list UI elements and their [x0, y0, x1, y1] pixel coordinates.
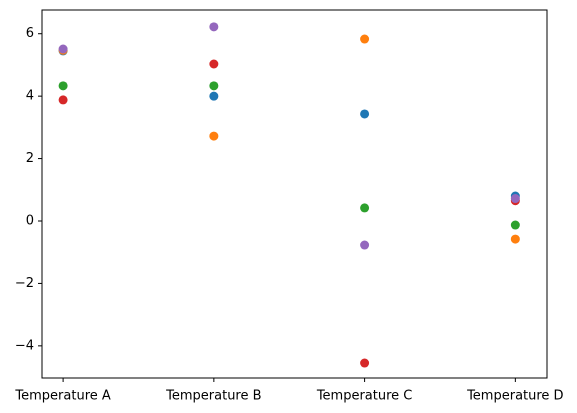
point	[360, 34, 370, 44]
point	[58, 44, 68, 54]
y-tick-label: 6	[26, 26, 34, 41]
point	[510, 234, 520, 244]
point	[360, 358, 370, 368]
y-tick-label: −4	[15, 338, 34, 353]
x-tick-label: Temperature B	[165, 389, 261, 404]
point	[360, 203, 370, 213]
point	[360, 109, 370, 119]
point	[209, 59, 219, 69]
point	[360, 240, 370, 250]
point	[209, 22, 219, 32]
y-tick-label: 4	[26, 89, 34, 104]
x-tick-label: Temperature C	[316, 389, 413, 404]
point	[209, 91, 219, 101]
x-tick-label: Temperature A	[14, 389, 110, 404]
point	[209, 81, 219, 91]
y-tick-label: −2	[15, 276, 34, 291]
x-tick-label: Temperature D	[466, 389, 564, 404]
y-tick-label: 0	[26, 213, 34, 228]
point	[510, 220, 520, 230]
y-tick-label: 2	[26, 151, 34, 166]
point	[209, 131, 219, 141]
point	[58, 81, 68, 91]
point	[58, 95, 68, 105]
plot-frame	[41, 9, 548, 379]
point	[510, 194, 520, 204]
